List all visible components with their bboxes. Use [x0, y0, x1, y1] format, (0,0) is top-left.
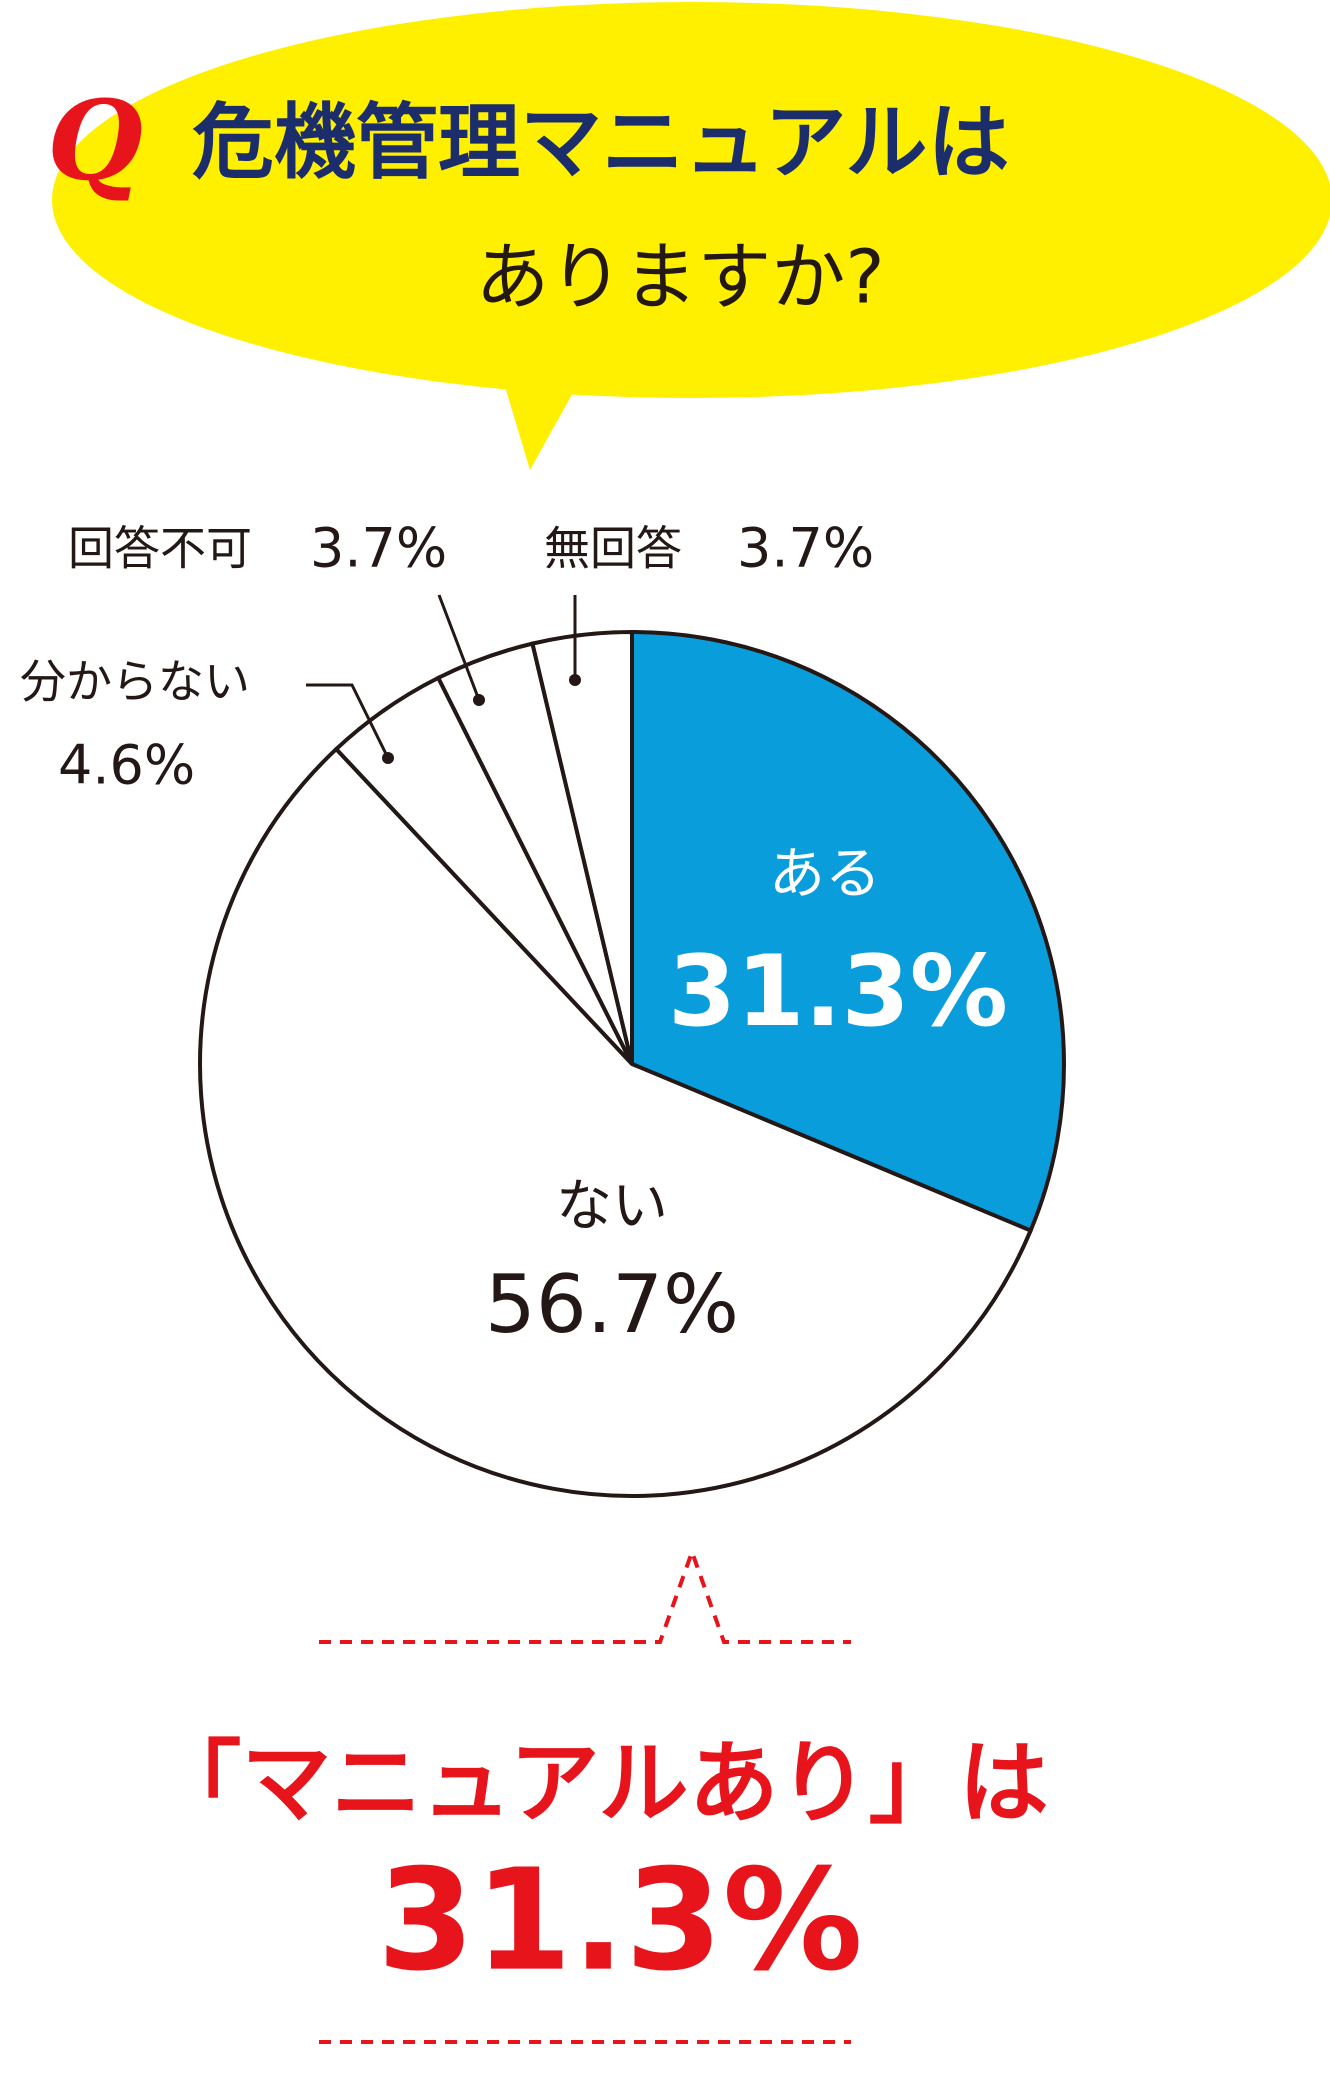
bubble-tail	[500, 370, 580, 470]
title-line: 危機管理マニュアルは	[192, 95, 1010, 190]
bubble	[52, 2, 1330, 398]
value-label: 3.7%	[310, 517, 447, 580]
slice-label: ある	[769, 842, 881, 907]
slice-label: 無回答	[544, 522, 682, 576]
leader-line	[437, 594, 481, 701]
leader-dot	[473, 694, 485, 706]
pie-slice	[630, 629, 1066, 1234]
value-label: 56.7%	[485, 1258, 739, 1351]
leader-line	[306, 683, 390, 759]
value-label: 4.6%	[58, 734, 195, 797]
value-label: 3.7%	[737, 517, 874, 580]
value-label: 31.3%	[668, 935, 1008, 1049]
annotation-value: 31.3%	[377, 1840, 863, 2003]
annotation-text: 「マニュアルあり」は	[151, 1731, 1048, 1836]
labels: ある 31.3% ない 56.7% 分からない 4.6% 回答不可 3.7% 無回答 3.7%	[20, 517, 1008, 1351]
question-marker: Q	[47, 76, 143, 205]
pie-slice	[530, 629, 634, 1065]
title-line: ありますか?	[475, 235, 884, 321]
slice-label: 分からない	[20, 655, 250, 709]
pie	[198, 629, 1066, 1498]
slice-label: 回答不可	[68, 522, 252, 576]
annotation-frame	[319, 1546, 851, 2044]
leader-dot	[382, 752, 394, 764]
pie-slice	[198, 746, 1034, 1498]
slice-label: ない	[556, 1174, 668, 1239]
leader-dot	[569, 674, 581, 686]
